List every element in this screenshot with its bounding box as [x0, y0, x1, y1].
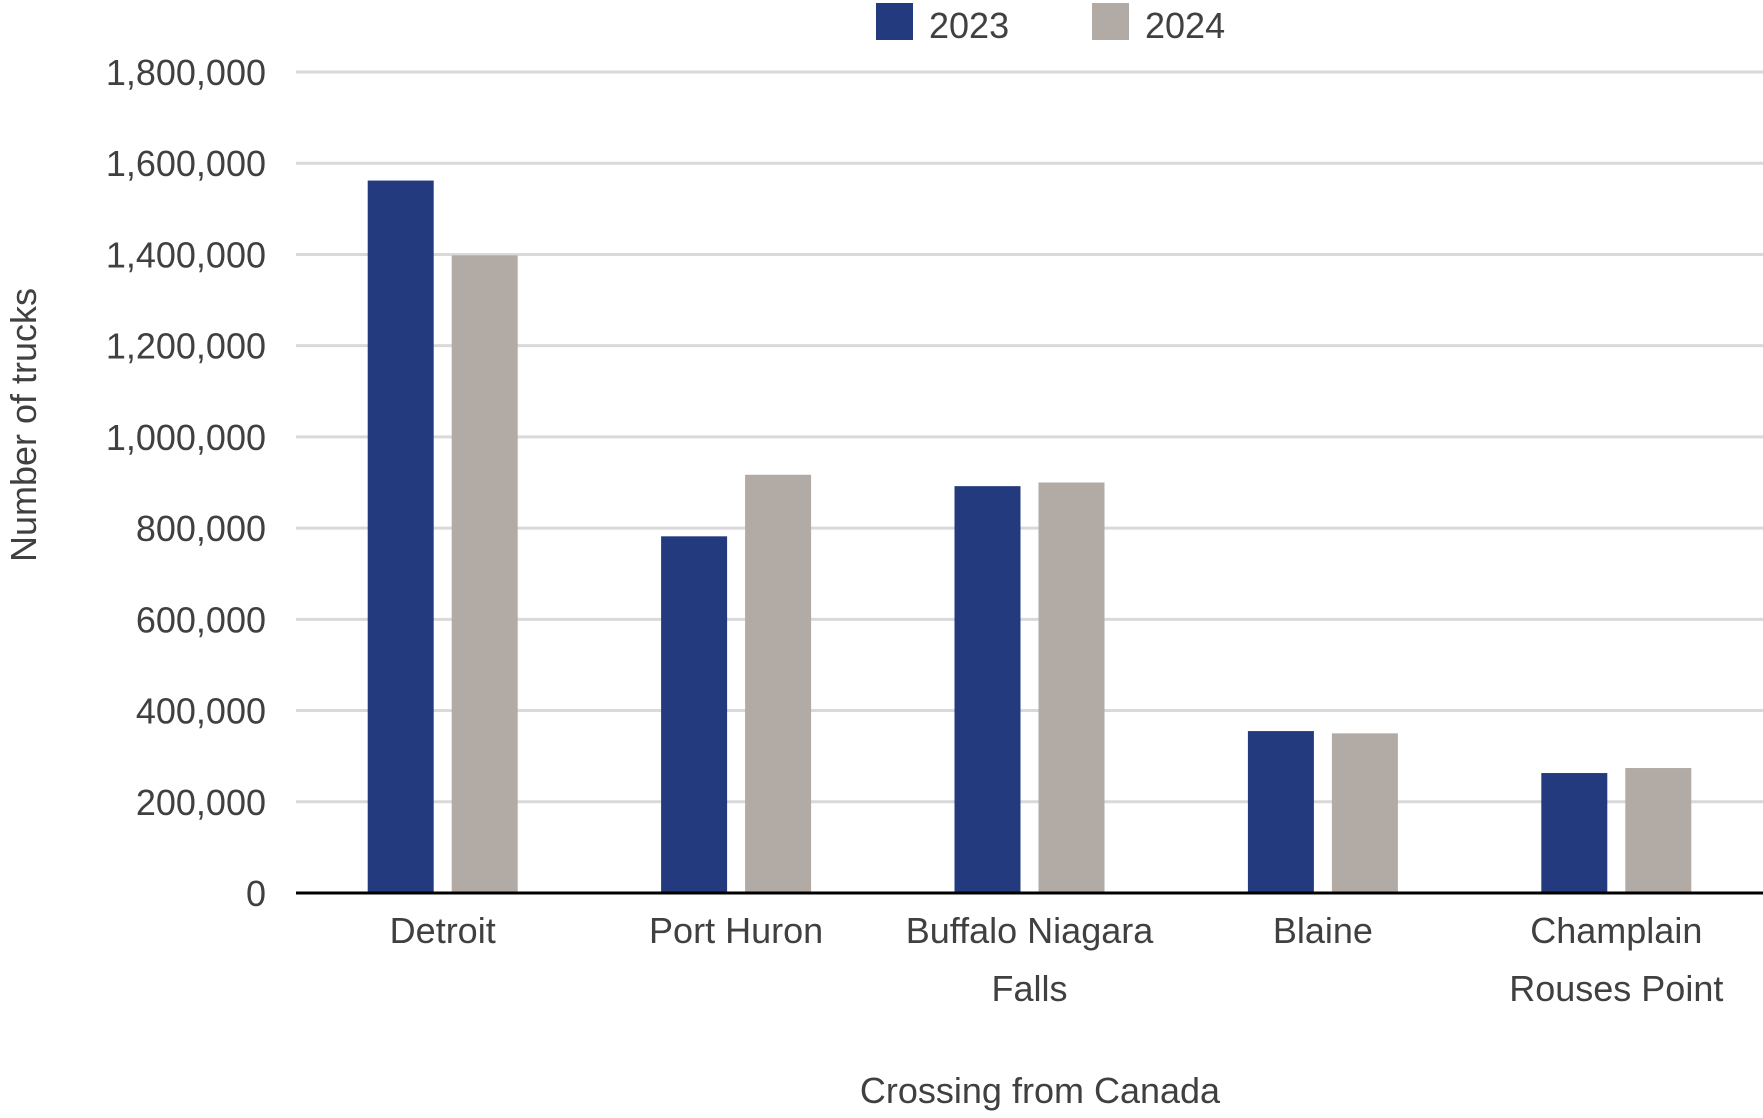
bar-2023	[1541, 773, 1608, 893]
y-tick-label: 1,400,000	[106, 234, 266, 275]
bar-2024	[1331, 733, 1398, 893]
x-axis-categories: Detroit Port Huron Buffalo Niagara Falls Bla…	[390, 910, 1724, 1009]
y-tick-label: 400,000	[136, 691, 266, 732]
x-category-label: Blaine	[1273, 910, 1373, 951]
y-tick-label: 1,600,000	[106, 143, 266, 184]
x-axis-title: Crossing from Canada	[860, 1070, 1221, 1111]
legend-label-2023: 2023	[929, 5, 1009, 46]
y-tick-label: 600,000	[136, 599, 266, 640]
x-category-label: Port Huron	[649, 910, 823, 951]
legend-label-2024: 2024	[1145, 5, 1225, 46]
bar-2024	[1038, 482, 1105, 893]
y-tick-label: 1,800,000	[106, 52, 266, 93]
y-tick-label: 800,000	[136, 508, 266, 549]
bar-2024	[451, 255, 518, 893]
bar-2023	[367, 180, 434, 893]
bar-2023	[954, 486, 1021, 893]
x-category-label: Champlain Rouses Point	[1509, 910, 1723, 1009]
bar-2023	[661, 536, 728, 893]
y-tick-label: 1,200,000	[106, 326, 266, 367]
bar-2024	[745, 474, 812, 893]
gridlines	[296, 70, 1763, 804]
y-tick-label: 1,000,000	[106, 417, 266, 458]
x-category-label: Detroit	[390, 910, 496, 951]
bar-2023	[1247, 731, 1314, 893]
y-tick-label: 200,000	[136, 782, 266, 823]
bars	[367, 180, 1692, 893]
y-axis-title: Number of trucks	[3, 288, 44, 562]
legend: 2023 2024	[876, 3, 1225, 46]
y-axis-ticks: 0 200,000 400,000 600,000 800,000 1,000,000 1,…	[106, 52, 266, 914]
x-category-label: Buffalo Niagara Falls	[906, 910, 1154, 1009]
legend-swatch-2023	[876, 3, 913, 40]
y-tick-label: 0	[246, 873, 266, 914]
bar-2024	[1625, 768, 1692, 893]
legend-swatch-2024	[1092, 3, 1129, 40]
